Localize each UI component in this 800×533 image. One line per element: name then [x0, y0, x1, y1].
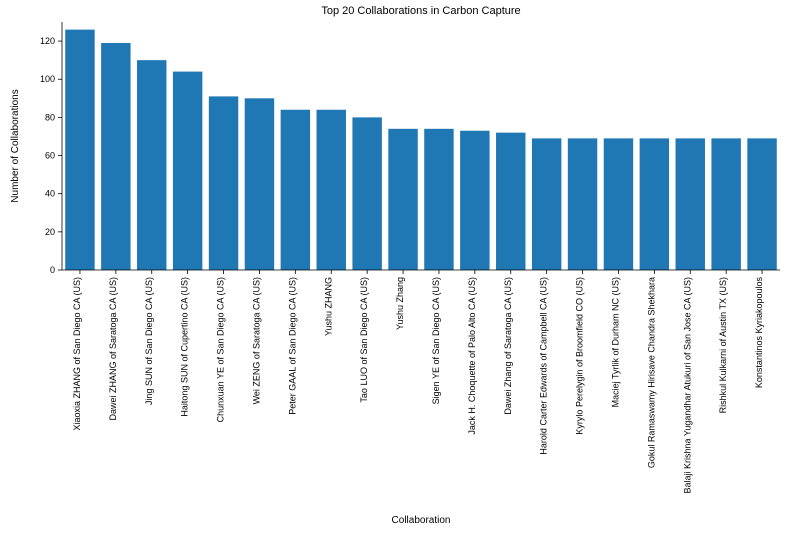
y-tick-label: 120 [40, 36, 55, 46]
bar [747, 138, 776, 270]
x-tick-label: Rishkul Kulkarni of Austin TX (US) [718, 277, 728, 413]
x-tick-label: Tao LUO of San Diego CA (US) [359, 277, 369, 403]
x-tick-label: Konstantinos Kyriakopoulos [754, 277, 764, 389]
bar [209, 96, 238, 270]
bar [496, 133, 525, 270]
x-tick-label: Gokul Ramaswamy Hirisave Chandra Shekhar… [646, 277, 656, 468]
y-tick-label: 80 [45, 112, 55, 122]
x-tick-label: Wei ZENG of Saratoga CA (US) [251, 277, 261, 404]
x-axis-label: Collaboration [392, 515, 451, 526]
x-tick-label: Harold Carter Edwards of Campbell CA (US… [539, 277, 549, 455]
x-tick-label: Dawei Zhang of Saratoga CA (US) [503, 277, 513, 415]
bar [281, 110, 310, 270]
x-tick-label: Xiaoxia ZHANG of San Diego CA (US) [72, 277, 82, 431]
bar [532, 138, 561, 270]
x-tick-label: Jing SUN of San Diego CA (US) [144, 277, 154, 405]
bar [711, 138, 740, 270]
bar [424, 129, 453, 270]
y-tick-label: 0 [50, 265, 55, 275]
bar [101, 43, 130, 270]
x-tick-label: Balaji Krishna Yugandhar Atukuri of San … [682, 277, 692, 493]
bar [640, 138, 669, 270]
y-axis-label: Number of Collaborations [10, 89, 21, 202]
bar [460, 131, 489, 270]
y-tick-label: 100 [40, 74, 55, 84]
y-tick-label: 40 [45, 189, 55, 199]
bar [65, 30, 94, 270]
x-tick-label: Yushu Zhang [395, 277, 405, 330]
y-tick-label: 20 [45, 227, 55, 237]
bar [137, 60, 166, 270]
y-tick-label: 60 [45, 151, 55, 161]
x-tick-label: Dawei ZHANG of Saratoga CA (US) [108, 277, 118, 421]
x-tick-label: Yushu ZHANG [323, 277, 333, 336]
bar [604, 138, 633, 270]
x-tick-label: Sigen YE of San Diego CA (US) [431, 277, 441, 404]
x-tick-label: Jack H. Choquette of Palo Alto CA (US) [467, 277, 477, 435]
bar [245, 98, 274, 270]
bar-chart-svg: 0 20 40 60 80 100 120 Xiaoxia ZHANG of San Dieg… [0, 0, 800, 533]
x-tick-label: Haitong SUN of Cupertino CA (US) [180, 277, 190, 417]
chart-root: 0 20 40 60 80 100 120 Xiaoxia ZHANG of San Dieg… [0, 0, 800, 533]
x-tick-label: Chunxuan YE of San Diego CA (US) [216, 277, 226, 422]
x-tick-label: Maciej Tyrlik of Durham NC (US) [610, 277, 620, 407]
chart-title: Top 20 Collaborations in Carbon Capture [321, 5, 520, 17]
bar [568, 138, 597, 270]
bar [676, 138, 705, 270]
bar [317, 110, 346, 270]
bar [352, 117, 381, 270]
x-tick-label: Kyrylo Perelygin of Broomfield CO (US) [575, 277, 585, 435]
bar [388, 129, 417, 270]
x-tick-label: Peter GAAL of San Diego CA (US) [287, 277, 297, 415]
bar [173, 72, 202, 270]
